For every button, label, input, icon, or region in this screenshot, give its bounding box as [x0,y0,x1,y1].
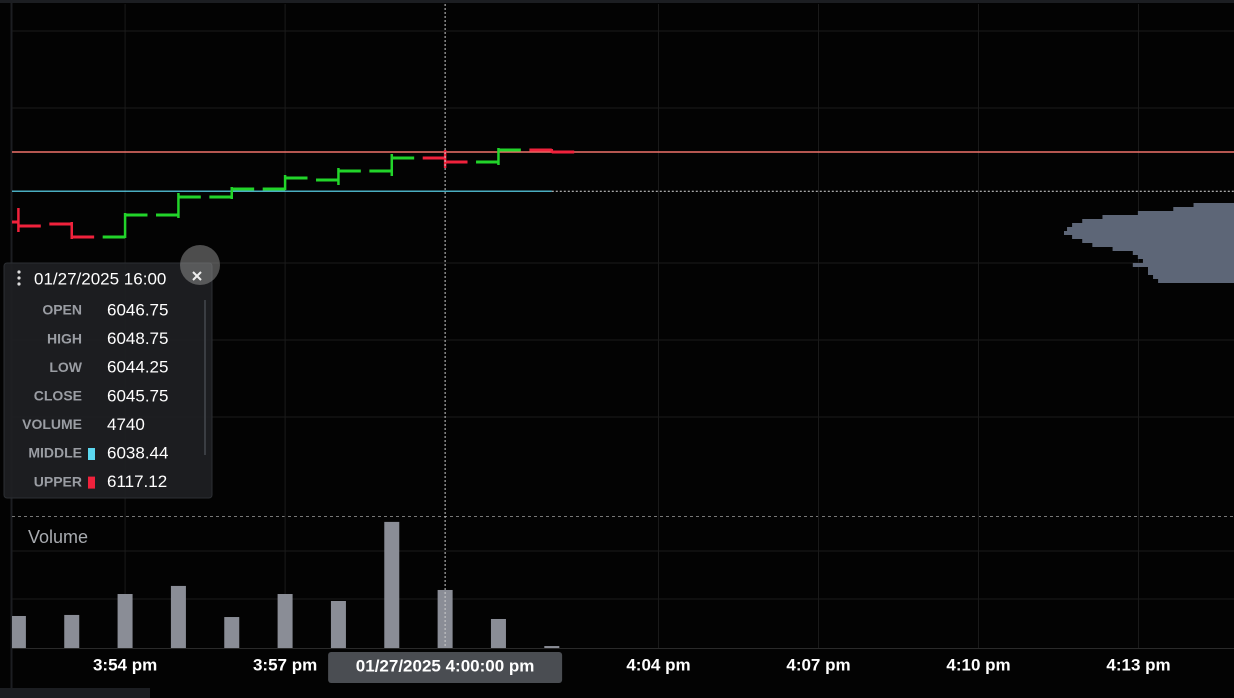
volume-profile-bar [1092,243,1234,247]
tooltip-box [3,262,213,499]
x-axis: 3:54 pm 3:57 pm 4:04 pm 4:07 pm 4:10 pm 4:13 … [93,655,1171,674]
tooltip-label: CLOSE [34,388,82,404]
volume-bar [437,589,453,648]
tooltip-label: UPPER [34,473,82,489]
close-button[interactable] [192,271,202,281]
volume-profile-bar [1193,203,1234,207]
volume-bar [277,594,293,648]
tooltip-value: 6048.75 [107,329,168,348]
volume-profile-bar [1132,251,1234,255]
volume-profile-bar [1082,239,1234,243]
volume-profile-bar [1072,235,1234,239]
crosshair: 01/27/2025 4:00:00 pm [328,4,563,683]
volume-title: Volume [28,527,88,547]
tooltip-label: VOLUME [22,416,82,432]
volume-profile-bar [1082,219,1234,223]
volume-profile-bar [1158,279,1234,283]
volume-profile-bar [1153,275,1234,279]
tooltip-value: 6038.44 [107,443,168,462]
volume-profile-bar [1142,259,1234,263]
volume-pane [12,521,560,648]
tooltip-swatch [88,448,95,460]
tooltip-value: 6044.25 [107,358,168,377]
x-tick-label: 4:04 pm [626,655,690,674]
top-border [0,0,1234,3]
x-tick-label: 3:57 pm [253,655,317,674]
tooltip-title: 01/27/2025 16:00 [34,269,166,288]
volume-profile-bar [1137,255,1234,259]
volume-bar [64,614,80,648]
crosshair-label: 01/27/2025 4:00:00 pm [356,656,535,675]
volume-profile-bar [1102,215,1234,219]
volume-bar [384,521,400,648]
volume-profile-bar [1064,231,1234,235]
volume-profile-bar [1147,267,1234,271]
tooltip-label: HIGH [47,330,82,346]
volume-profile-bar [1112,247,1234,251]
bottom-tab [0,688,150,698]
close-button-halo[interactable] [180,245,220,285]
tooltip-menu-icon[interactable] [17,270,21,286]
crosshair-label-box [328,652,563,683]
tooltip-swatch [88,476,95,489]
volume-profile-bar [1173,207,1234,211]
volume-bar [170,585,186,648]
tooltip-value: 6045.75 [107,386,168,405]
volume-profile-bar [1132,263,1234,267]
x-tick-label: 3:54 pm [93,655,157,674]
volume-profile-bar [1147,271,1234,275]
tooltip-value: 6046.75 [107,300,168,319]
volume-bar [544,646,560,648]
x-tick-label: 4:13 pm [1106,655,1170,674]
volume-profile-bar [1067,227,1234,231]
volume-bar [224,617,240,648]
volume-profile-bar [1137,211,1234,215]
x-tick-label: 4:10 pm [946,655,1010,674]
volume-profile-bar [1072,223,1234,227]
tooltip-value: 6117.12 [107,472,167,491]
tooltip-label: MIDDLE [28,445,82,461]
price-pane [12,148,1234,283]
x-tick-label: 4:07 pm [786,655,850,674]
tooltip-label: OPEN [42,302,82,318]
volume-bar [117,594,133,648]
tooltip-label: LOW [49,359,82,375]
volume-bar [12,615,26,648]
volume-bar [330,600,346,648]
tooltip-value: 4740 [107,415,145,434]
tooltip: 01/27/2025 16:00 OPEN 6046.75 HIGH 6048.75 L… [3,245,220,499]
volume-bar [490,618,506,648]
